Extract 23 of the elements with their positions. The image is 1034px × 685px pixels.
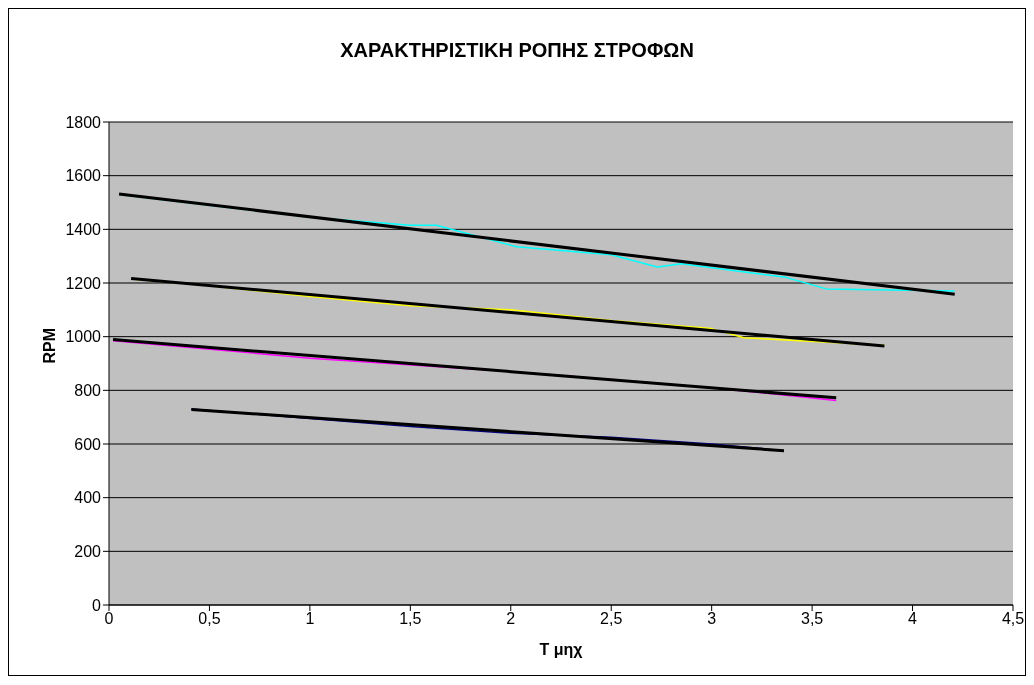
x-tick-label: 3,5 (800, 610, 824, 628)
x-tick-label: 0,5 (198, 610, 221, 628)
chart-title: ΧΑΡΑΚΤΗΡΙΣΤΙΚΗ ΡΟΠΗΣ ΣΤΡΟΦΩΝ (339, 39, 695, 62)
y-tick-label: 1800 (65, 113, 102, 131)
y-tick-label: 200 (74, 543, 102, 561)
x-tick-label: 4,5 (1001, 610, 1025, 628)
x-axis-title: T μηχ (539, 641, 584, 658)
y-axis-title: RPM (40, 327, 58, 364)
x-tick-label: 1 (305, 610, 315, 628)
x-tick-label: 4 (908, 610, 918, 628)
y-tick-label: 600 (74, 435, 102, 453)
y-tick-label: 800 (74, 382, 102, 400)
y-tick-label: 1000 (65, 328, 102, 346)
y-tick-label: 0 (92, 596, 102, 614)
y-tick-label: 1200 (65, 274, 102, 292)
x-tick-label: 2,5 (600, 610, 623, 628)
y-tick-label: 400 (74, 489, 102, 507)
y-tick-label: 1400 (65, 221, 102, 239)
x-tick-label: 2 (506, 610, 516, 628)
x-tick-label: 0 (104, 610, 114, 628)
x-tick-label: 1,5 (399, 610, 422, 628)
x-tick-label: 3 (707, 610, 717, 628)
y-tick-label: 1600 (65, 167, 102, 185)
